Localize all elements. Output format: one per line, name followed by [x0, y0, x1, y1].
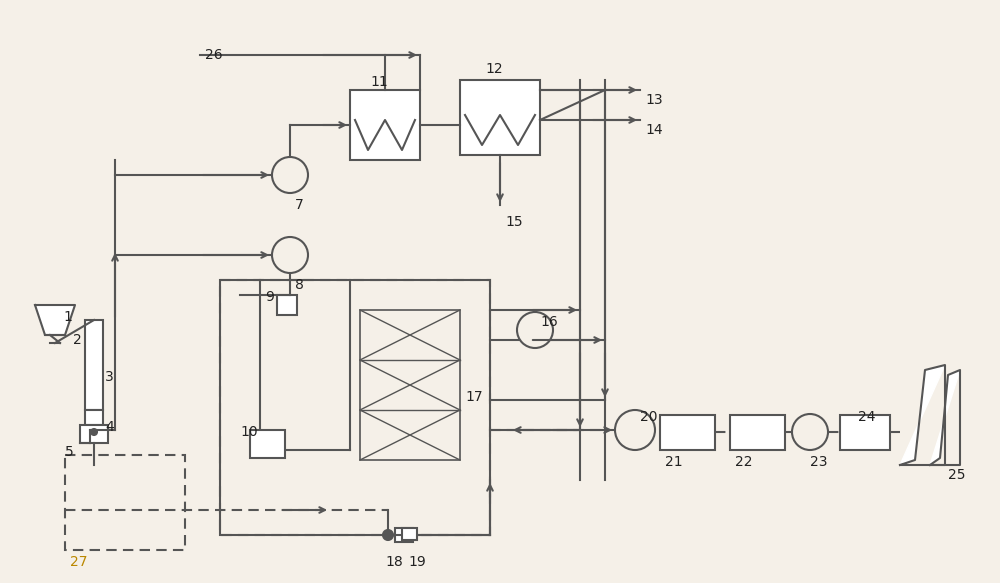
Bar	[85, 320, 103, 410]
Text: 12: 12	[485, 62, 503, 76]
Polygon shape	[35, 305, 75, 335]
Text: 15: 15	[505, 215, 523, 229]
Text: 4: 4	[105, 420, 114, 434]
Text: 26: 26	[205, 48, 223, 62]
Text: 7: 7	[295, 198, 304, 212]
Bar	[840, 415, 890, 450]
Text: 21: 21	[665, 455, 683, 469]
Bar	[402, 528, 417, 540]
Text: 17: 17	[465, 390, 483, 404]
Text: 10: 10	[240, 425, 258, 439]
Text: 23: 23	[810, 455, 828, 469]
Circle shape	[272, 237, 308, 273]
Bar	[730, 415, 785, 450]
Text: 8: 8	[295, 278, 304, 292]
Bar	[395, 528, 413, 542]
Text: 13: 13	[645, 93, 663, 107]
Bar	[80, 425, 108, 443]
Bar	[660, 415, 715, 450]
Text: 9: 9	[265, 290, 274, 304]
Bar	[460, 80, 540, 155]
Polygon shape	[930, 370, 960, 465]
Circle shape	[272, 157, 308, 193]
Bar	[220, 280, 490, 535]
Text: 5: 5	[65, 445, 74, 459]
Polygon shape	[900, 365, 945, 465]
Text: 19: 19	[408, 555, 426, 569]
Bar	[250, 430, 285, 458]
Bar	[85, 410, 103, 425]
Text: 2: 2	[73, 333, 82, 347]
Text: 27: 27	[70, 555, 88, 569]
Circle shape	[517, 312, 553, 348]
Bar	[350, 90, 420, 160]
Text: 16: 16	[540, 315, 558, 329]
Circle shape	[792, 414, 828, 450]
Text: 25: 25	[948, 468, 966, 482]
Circle shape	[615, 410, 655, 450]
Text: 3: 3	[105, 370, 114, 384]
Bar	[65, 455, 185, 550]
Text: 24: 24	[858, 410, 876, 424]
Text: 22: 22	[735, 455, 753, 469]
Text: 18: 18	[385, 555, 403, 569]
Text: 14: 14	[645, 123, 663, 137]
Circle shape	[383, 530, 393, 540]
Circle shape	[91, 429, 97, 435]
Bar	[360, 310, 460, 460]
Text: 11: 11	[370, 75, 388, 89]
Bar	[220, 280, 490, 535]
Text: 20: 20	[640, 410, 658, 424]
Text: 1: 1	[63, 310, 72, 324]
Bar	[277, 295, 297, 315]
